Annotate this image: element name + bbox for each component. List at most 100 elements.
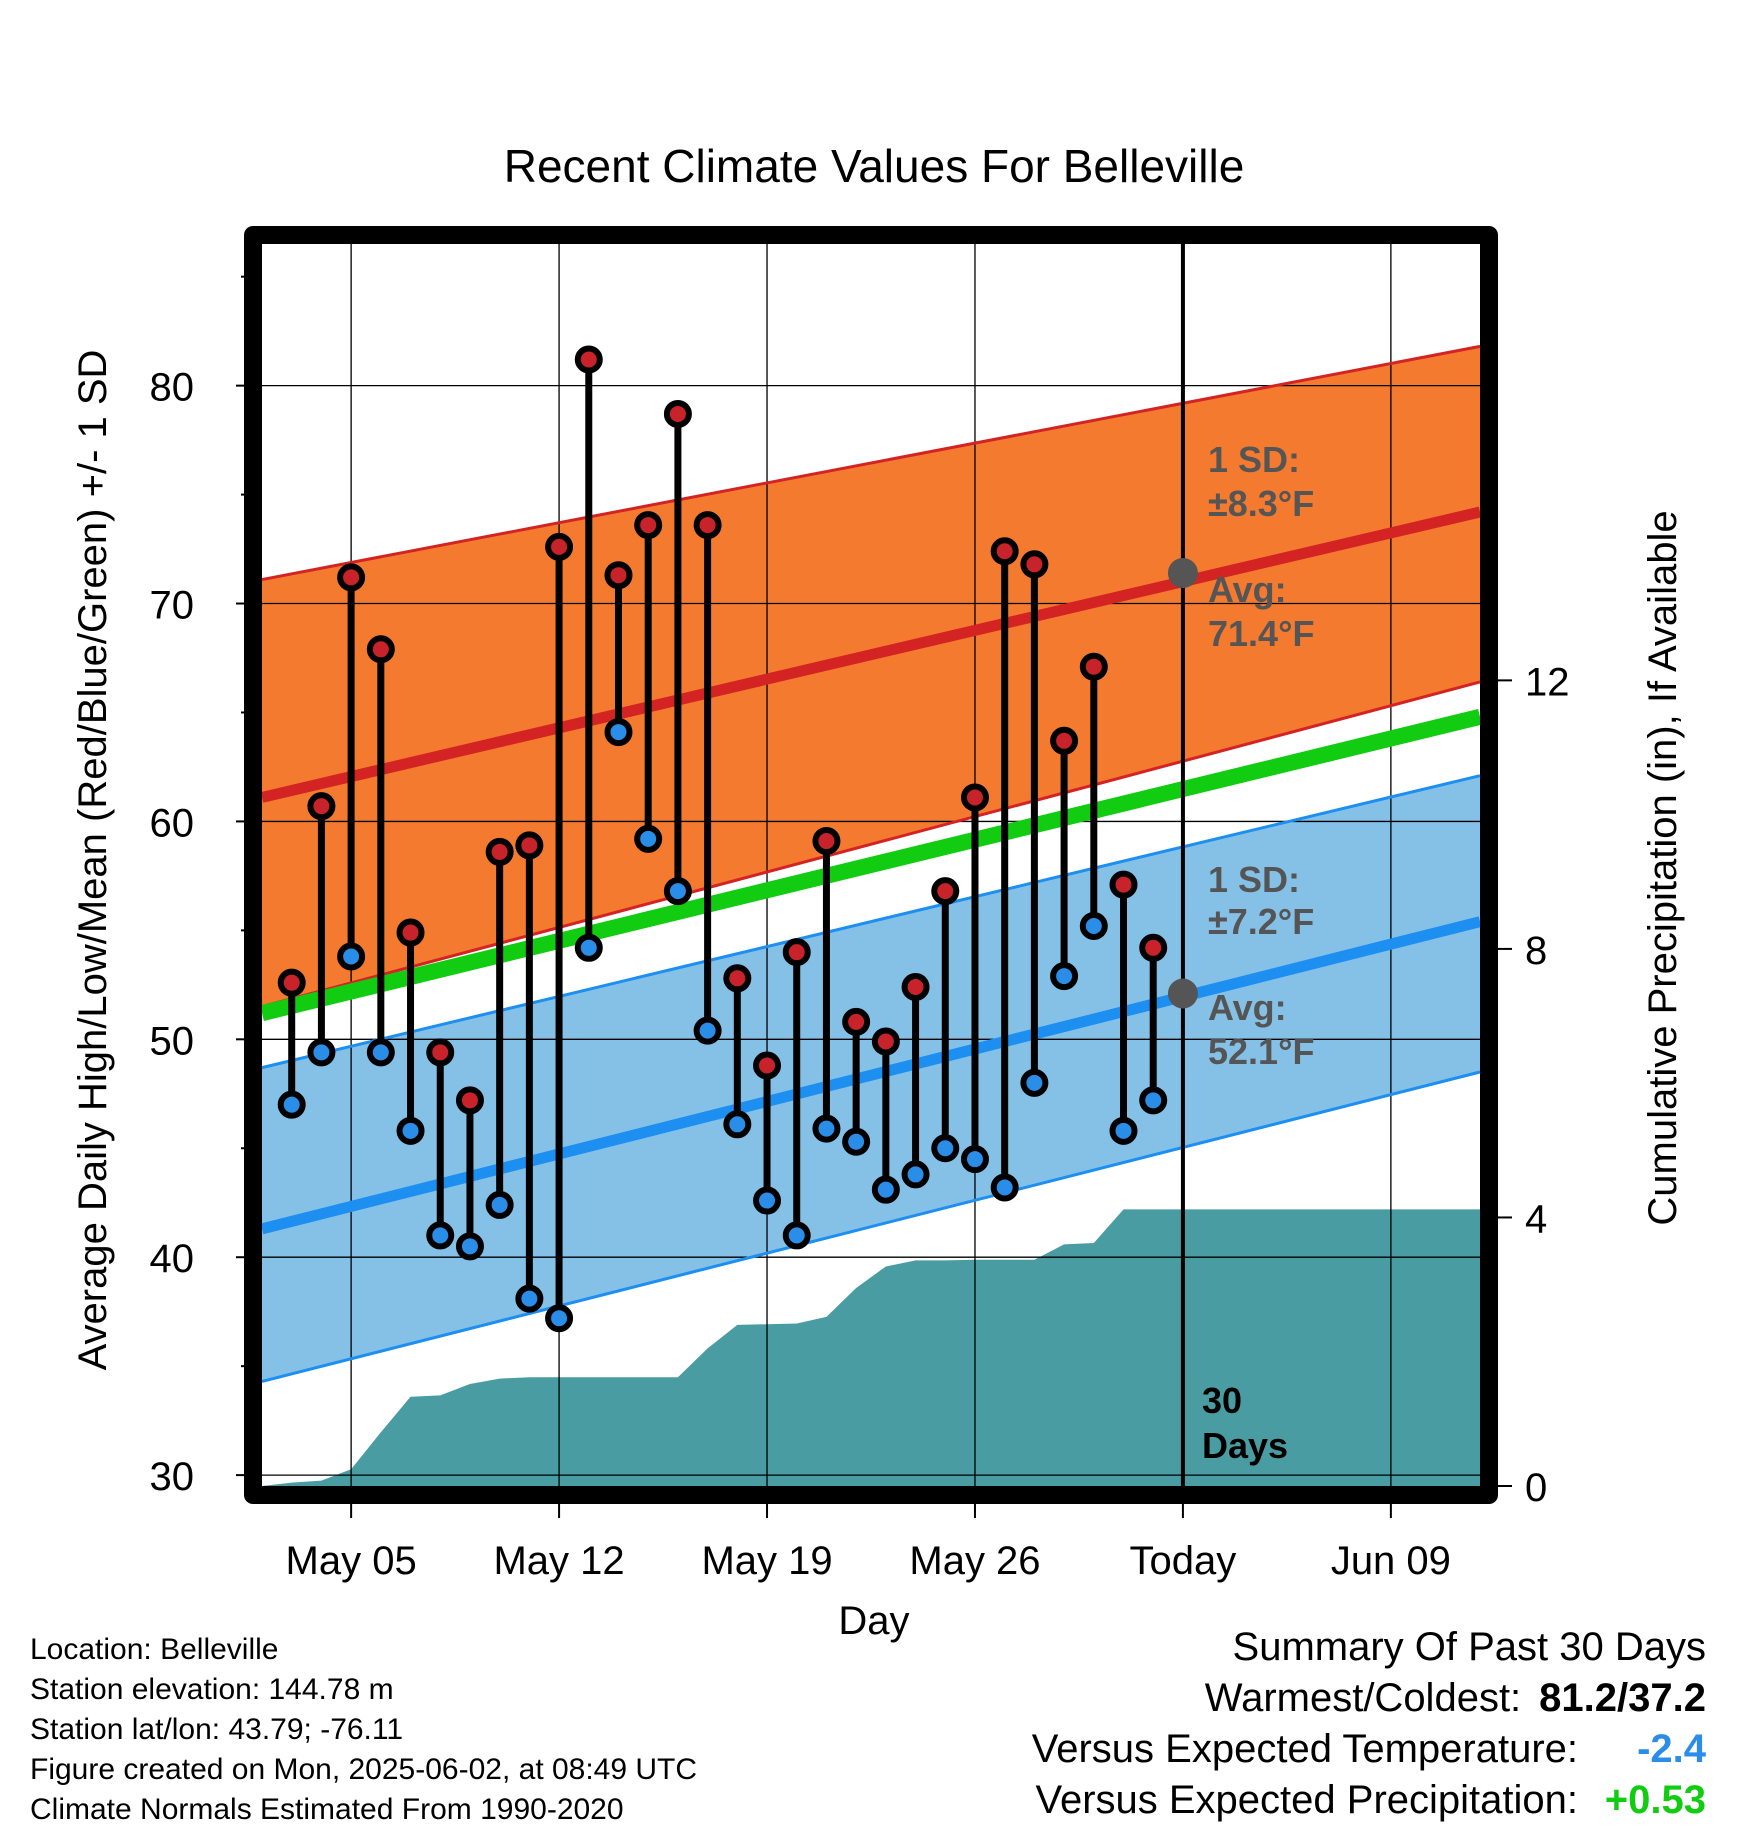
daily-high-point — [782, 938, 811, 967]
daily-high-point — [901, 973, 930, 1002]
warm-cold-value: 81.2/37.2 — [1539, 1676, 1706, 1720]
daily-low-point — [337, 942, 366, 971]
daily-low-point — [604, 718, 633, 747]
daily-low-point — [1109, 1116, 1138, 1145]
station-info: Location: Belleville Station elevation: … — [30, 1630, 697, 1830]
daily-high-point — [307, 792, 336, 821]
daily-low-point — [812, 1114, 841, 1143]
daily-low-point — [1079, 912, 1108, 941]
high-avg-value: 71.4°F — [1208, 613, 1314, 654]
y2-tick-label: 12 — [1525, 660, 1570, 704]
y-tick-label: 30 — [150, 1455, 195, 1499]
precip-area — [262, 1209, 1480, 1486]
x-tick-label: May 19 — [701, 1539, 832, 1583]
high-avg-label: Avg: — [1208, 569, 1287, 610]
y2-tick-label: 0 — [1525, 1466, 1547, 1510]
daily-low-point — [1139, 1086, 1168, 1115]
daily-high-point — [396, 918, 425, 947]
high-sd-value: ±8.3°F — [1208, 483, 1314, 524]
daily-low-point — [990, 1173, 1019, 1202]
daily-high-point — [723, 964, 752, 993]
window-days-label: Days — [1202, 1425, 1288, 1466]
daily-high-point — [753, 1051, 782, 1080]
daily-low-point — [1020, 1068, 1049, 1097]
daily-low-point — [515, 1284, 544, 1313]
daily-high-point — [634, 511, 663, 540]
daily-high-point — [693, 511, 722, 540]
high-lower-line — [261, 680, 1481, 1009]
daily-high-point — [1079, 652, 1108, 681]
elevation-text: Station elevation: 144.78 m — [30, 1673, 394, 1706]
daily-high-point — [842, 1007, 871, 1036]
summary-title: Summary Of Past 30 Days — [1232, 1625, 1706, 1669]
daily-high-point — [663, 399, 692, 428]
window-days-number: 30 — [1202, 1380, 1242, 1421]
low-lower-line — [261, 1070, 1481, 1383]
daily-high-point — [485, 837, 514, 866]
precip-anomaly-label: Versus Expected Precipitation: — [1035, 1778, 1578, 1822]
daily-low-point — [931, 1134, 960, 1163]
daily-high-point — [960, 783, 989, 812]
annotations: 1 SD: ±8.3°F Avg: 71.4°F 1 SD: ±7.2°F Av… — [1202, 439, 1314, 1466]
daily-low-point — [901, 1160, 930, 1189]
low-mean-line — [260, 916, 1482, 1235]
daily-high-point — [366, 635, 395, 664]
x-tick-label: Today — [1130, 1539, 1237, 1583]
daily-high-point — [545, 532, 574, 561]
warm-cold-label: Warmest/Coldest: — [1204, 1676, 1522, 1720]
daily-high-point — [455, 1086, 484, 1115]
temp-anomaly-label: Versus Expected Temperature: — [1031, 1727, 1578, 1771]
warm-cold-row: Warmest/Coldest: 81.2/37.2 — [1032, 1673, 1706, 1724]
latlon-text: Station lat/lon: 43.79; -76.11 — [30, 1713, 404, 1746]
daily-low-point — [574, 933, 603, 962]
high-sd-band — [262, 346, 1480, 1007]
daily-low-point — [1050, 962, 1079, 991]
daily-high-point — [1050, 726, 1079, 755]
low-upper-line — [261, 774, 1481, 1070]
daily-low-point — [871, 1175, 900, 1204]
daily-low-point — [277, 1090, 306, 1119]
daily-high-point — [871, 1027, 900, 1056]
low-avg-label: Avg: — [1208, 987, 1287, 1028]
daily-high-point — [1139, 933, 1168, 962]
daily-low-point — [634, 824, 663, 853]
temp-anomaly-value: -2.4 — [1637, 1727, 1706, 1771]
daily-high-point — [931, 877, 960, 906]
precip-anomaly-value: +0.53 — [1604, 1778, 1706, 1822]
daily-high-point — [337, 563, 366, 592]
daily-low-point — [545, 1304, 574, 1333]
today-low-avg-dot — [1167, 978, 1198, 1009]
chart-title: Recent Climate Values For Belleville — [504, 140, 1245, 192]
y2-tick-label: 4 — [1525, 1197, 1547, 1241]
y-tick-label: 70 — [150, 584, 195, 628]
x-axis-label: Day — [838, 1599, 909, 1643]
daily-low-point — [485, 1190, 514, 1219]
daily-low-point — [693, 1016, 722, 1045]
daily-high-point — [812, 827, 841, 856]
high-upper-line — [261, 344, 1481, 582]
daily-low-point — [307, 1038, 336, 1067]
daily-high-point — [277, 968, 306, 997]
daily-high-point — [1109, 870, 1138, 899]
daily-low-point — [723, 1110, 752, 1139]
temp-anomaly-row: Versus Expected Temperature: -2.4 — [1032, 1724, 1706, 1775]
precip-anomaly-row: Versus Expected Precipitation: +0.53 — [1032, 1775, 1706, 1826]
y-axis-label: Average Daily High/Low/Mean (Red/Blue/Gr… — [71, 350, 115, 1371]
daily-low-point — [782, 1221, 811, 1250]
daily-low-point — [753, 1186, 782, 1215]
daily-low-point — [455, 1232, 484, 1261]
avg-mean-line — [260, 709, 1482, 1021]
high-sd-label: 1 SD: — [1208, 439, 1300, 480]
daily-high-point — [574, 345, 603, 374]
daily-high-point — [1020, 550, 1049, 579]
daily-high-point — [515, 831, 544, 860]
y2-axis-label: Cumulative Precipitation (in), If Availa… — [1641, 510, 1685, 1225]
daily-low-point — [426, 1221, 455, 1250]
x-tick-label: May 12 — [493, 1539, 624, 1583]
location-text: Location: Belleville — [30, 1633, 279, 1666]
daily-low-point — [842, 1127, 871, 1156]
daily-high-point — [990, 537, 1019, 566]
x-tick-label: Jun 09 — [1331, 1539, 1451, 1583]
low-avg-value: 52.1°F — [1208, 1031, 1314, 1072]
